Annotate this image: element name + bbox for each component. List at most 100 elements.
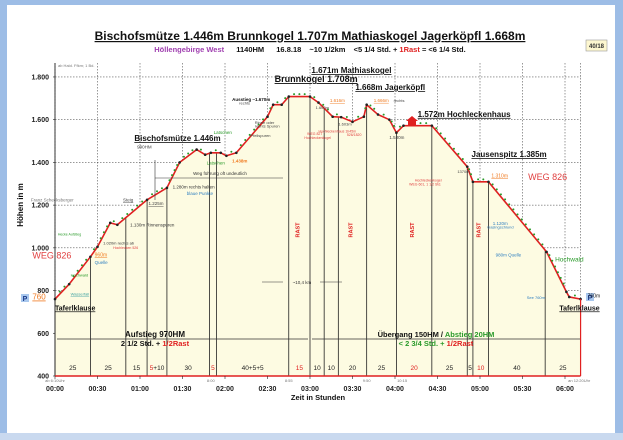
tree-marker: [121, 217, 124, 220]
profile-point: [67, 282, 71, 286]
annotation-label: Rinne oder: [255, 120, 275, 125]
annotation-label: rechts: [394, 98, 405, 103]
tree-marker: [548, 254, 551, 257]
y-tick-label: 1.400: [31, 160, 49, 167]
tree-marker: [419, 122, 422, 125]
annotation-label: rechts: [239, 101, 250, 106]
annotation-label: Jausenspitz 1.385m: [472, 150, 547, 159]
y-tick-label: 1.600: [31, 117, 49, 124]
tree-marker: [76, 269, 79, 272]
tree-marker: [457, 152, 460, 155]
annotation-label: Hochleckenkogel: [304, 136, 331, 140]
segment-minutes: 25: [559, 365, 567, 372]
annotation-label: Ausstieg ~1.670m: [232, 97, 270, 102]
ascent-time-text: 2 1/2 Std. +: [121, 339, 162, 348]
annotation-label: Hochlecken 526: [113, 246, 138, 250]
tree-marker: [72, 275, 75, 278]
hut-roof-icon: [406, 116, 418, 121]
segment-minutes-rest: 10: [477, 365, 485, 372]
tree-marker: [171, 174, 174, 177]
tree-marker: [99, 237, 102, 240]
hut-icon: [408, 120, 416, 125]
profile-point: [365, 103, 368, 107]
annotation-label: 960m: [95, 252, 108, 258]
annotation-label: 1.225m: [149, 201, 164, 206]
badge-label: 40/18: [589, 44, 605, 50]
tree-marker: [551, 259, 554, 262]
rest-label: RAST: [349, 222, 355, 238]
segment-minutes-walk: 25: [559, 365, 567, 372]
tree-marker: [382, 113, 385, 116]
profile-point: [545, 250, 548, 254]
annotation-label: Taferlklause: [559, 305, 599, 312]
tree-marker: [364, 107, 367, 110]
segment-minutes-walk: 10: [313, 365, 321, 372]
tree-marker: [106, 225, 109, 228]
profile-point: [287, 95, 291, 98]
tree-marker: [528, 228, 531, 231]
tree-marker: [160, 187, 163, 190]
segment-minutes: 20: [411, 365, 419, 372]
chart-title: Bischofsmütze 1.446m Brunnkogel 1.707m M…: [95, 29, 526, 43]
profile-point: [465, 165, 469, 168]
tree-marker: [491, 183, 494, 186]
tree-marker: [461, 158, 464, 161]
segment-minutes-walk: 25: [446, 365, 454, 372]
y-tick-label: 800: [37, 288, 49, 295]
annotation-label: 1.671m Mathiaskogel: [311, 66, 391, 75]
segment-minutes: 25: [105, 365, 113, 372]
tree-marker: [322, 103, 325, 106]
tree-marker: [326, 108, 329, 111]
annotation-label: WEG 826: [32, 251, 71, 261]
profile-point: [145, 198, 149, 202]
badge-box: [585, 39, 608, 52]
tree-marker: [470, 173, 473, 176]
segment-minutes-rest: 5: [211, 365, 215, 372]
tree-marker: [533, 233, 536, 236]
ascent-rest: 1/2Rast: [162, 339, 189, 348]
annotation-label: See 760m: [527, 295, 546, 300]
tree-marker: [92, 248, 95, 251]
profile-point: [271, 103, 275, 107]
annotation-label: Steig: [123, 197, 134, 202]
segment-minutes-walk: 25: [378, 365, 386, 372]
parking-icon-right-glyph: P: [588, 295, 593, 302]
traverse-title-b: Abstieg 20HM: [445, 330, 495, 339]
profile-point: [471, 180, 475, 184]
rest-label: RAST: [477, 222, 483, 238]
segment-minutes: 5+10: [150, 365, 165, 372]
tree-marker: [284, 97, 287, 100]
annotation-label: Latschen: [207, 161, 226, 166]
annotation-label: rechts Spuren: [255, 124, 280, 129]
segment-minutes: 15: [133, 365, 141, 372]
clock-time: 8:55: [285, 378, 294, 383]
tree-marker: [554, 265, 557, 268]
distance-label: ~10,4 km: [293, 280, 312, 285]
profile-point: [108, 221, 112, 225]
x-tick-label: 05:00: [471, 386, 489, 393]
tree-marker: [439, 132, 442, 135]
subtitle-ascent: 1140HM: [236, 45, 264, 54]
tree-marker: [80, 264, 83, 267]
annotation-label: WEG 826: [528, 172, 567, 182]
segment-minutes: 5: [468, 365, 472, 372]
segment-minutes: 25: [446, 365, 454, 372]
annotation-label: Brunnkogel 1.708m: [275, 74, 358, 84]
tree-marker: [151, 193, 154, 196]
tree-marker: [187, 152, 190, 155]
annotation-label: 1.020m rechts ab: [103, 241, 135, 246]
x-tick-label: 05:30: [514, 386, 532, 393]
profile-fill-group: [55, 96, 581, 376]
y-tick-label: 1.200: [31, 203, 49, 210]
parking-icon-right: [586, 293, 594, 301]
tree-marker: [156, 190, 158, 193]
annotation-label: 1.603m: [338, 122, 352, 127]
tree-marker: [559, 276, 562, 279]
segment-minutes-rest: 5: [150, 365, 154, 372]
segment-minutes-walk: 25: [105, 365, 113, 372]
tree-marker: [482, 178, 485, 181]
annotation-label: WEG 827: [307, 132, 322, 136]
annotation-label: 1.572m Hochleckenhaus: [418, 110, 511, 119]
